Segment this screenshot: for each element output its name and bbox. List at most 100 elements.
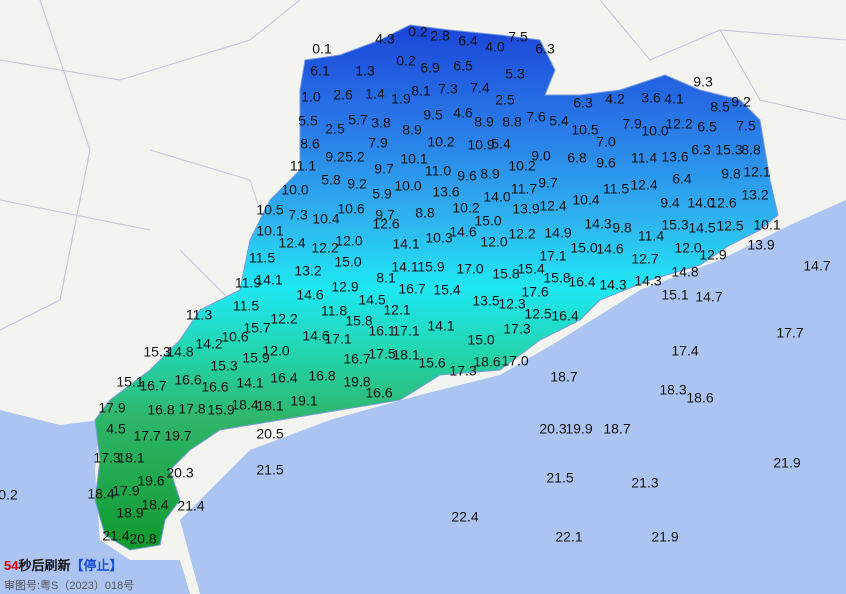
temperature-reading: 15.4 [517,261,544,277]
temperature-reading: 4.2 [605,91,625,107]
temperature-reading: 3.8 [371,115,391,131]
temperature-reading: 7.3 [438,81,458,97]
temperature-reading: 10.6 [221,329,248,345]
temperature-reading: 10.2 [427,134,454,150]
approval-number: 审图号:粤S（2023）018号 [4,580,135,592]
temperature-reading: 13.5 [472,293,499,309]
temperature-reading: 19.9 [565,421,592,437]
temperature-reading: 16.6 [201,379,228,395]
temperature-reading: 9.8 [721,166,741,182]
temperature-reading: 10.1 [256,223,283,239]
temperature-reading: 9.3 [693,74,713,90]
temperature-reading: 1.0 [301,89,321,105]
temperature-reading: 14.3 [634,273,661,289]
temperature-reading: 10.6 [337,201,364,217]
temperature-reading: 12.5 [524,306,551,322]
temperature-reading: 12.2 [508,226,535,242]
temperature-reading: 20.3 [539,421,566,437]
temperature-reading: 10.2 [452,200,479,216]
temperature-reading: 18.1 [256,398,283,414]
temperature-reading: 12.7 [631,251,658,267]
temperature-reading: 15.6 [418,355,445,371]
temperature-reading: 21.4 [177,498,204,514]
temperature-reading: 15.8 [492,266,519,282]
temperature-reading: 14.5 [358,292,385,308]
temperature-reading: 17.7 [776,325,803,341]
temperature-reading: 14.1 [391,259,418,275]
temperature-reading: 13.9 [747,237,774,253]
sea [0,200,846,594]
temperature-reading: 10.3 [425,230,452,246]
temperature-reading: 12.0 [480,234,507,250]
temperature-reading: 7.9 [368,135,388,151]
temperature-reading: 12.2 [270,311,297,327]
temperature-reading: 11.5 [603,181,629,197]
temperature-reading: 18.4 [141,497,168,513]
temperature-reading: 15.3 [661,217,688,233]
temperature-reading: 12.9 [699,247,726,263]
temperature-reading: 1.4 [365,86,385,102]
temperature-reading: 18.4 [231,397,258,413]
temperature-reading: 7.3 [288,207,308,223]
temperature-reading: 8.9 [474,114,494,130]
temperature-reading: 11.3 [186,307,212,323]
temperature-reading: 14.1 [392,236,419,252]
temperature-reading: 17.3 [93,450,120,466]
temperature-reading: 16.8 [147,402,174,418]
temperature-reading: 12.2 [665,116,692,132]
temperature-reading: 8.1 [411,83,431,99]
temperature-reading: 13.6 [432,184,459,200]
temperature-reading: 0.2 [0,487,18,503]
temperature-reading: 17.7 [133,428,160,444]
temperature-reading: 15.1 [116,374,143,390]
temperature-reading: 16.6 [174,372,201,388]
temperature-reading: 7.9 [622,116,642,132]
temperature-reading: 19.6 [137,473,164,489]
stop-button[interactable]: 【停止】 [70,558,123,573]
temperature-reading: 5.7 [348,112,368,128]
temperature-reading: 10.0 [281,182,308,198]
temperature-reading: 21.5 [256,462,283,478]
temperature-reading: 17.1 [539,248,566,264]
temperature-reading: 10.2 [508,158,535,174]
temperature-reading: 17.9 [112,483,139,499]
temperature-reading: 14.2 [195,336,222,352]
temperature-reading: 5.4 [491,136,511,152]
temperature-reading: 6.3 [535,41,555,57]
temperature-reading: 21.9 [651,529,678,545]
temperature-reading: 6.4 [672,171,692,187]
temperature-reading: 14.3 [599,277,626,293]
temperature-reading: 3.6 [641,90,661,106]
temperature-reading: 14.0 [483,189,510,205]
temperature-reading: 7.0 [596,134,616,150]
temperature-reading: 13.2 [741,187,768,203]
temperature-reading: 12.4 [630,177,657,193]
temperature-reading: 10.4 [312,211,339,227]
temperature-reading: 12.0 [674,240,701,256]
temperature-reading: 0.2 [408,24,428,40]
temperature-reading: 10.0 [641,123,668,139]
temperature-reading: 14.1 [255,272,282,288]
temperature-reading: 10.0 [394,178,421,194]
refresh-bar: 54秒后刷新【停止】 [4,555,123,574]
temperature-reading: 18.6 [686,390,713,406]
temperature-reading: 15.7 [243,320,270,336]
temperature-reading: 10.5 [571,122,598,138]
temperature-reading: 17.1 [324,331,351,347]
temperature-reading: 14.0 [687,195,714,211]
refresh-text: 秒后刷新 [18,558,71,573]
temperature-reading: 22.4 [451,509,478,525]
temperature-reading: 18.1 [392,347,419,363]
temperature-reading: 12.0 [335,233,362,249]
temperature-reading: 12.6 [372,216,399,232]
temperature-reading: 11.5 [233,298,259,314]
temperature-reading: 14.9 [544,225,571,241]
temperature-reading: 14.6 [596,241,623,257]
temperature-reading: 16.4 [270,370,297,386]
temperature-reading: 11.0 [425,163,451,179]
temperature-reading: 17.5 [368,346,395,362]
temperature-reading: 16.4 [568,274,595,290]
temperature-reading: 10.1 [753,217,780,233]
temperature-reading: 14.8 [671,264,698,280]
temperature-reading: 15.3 [210,358,237,374]
